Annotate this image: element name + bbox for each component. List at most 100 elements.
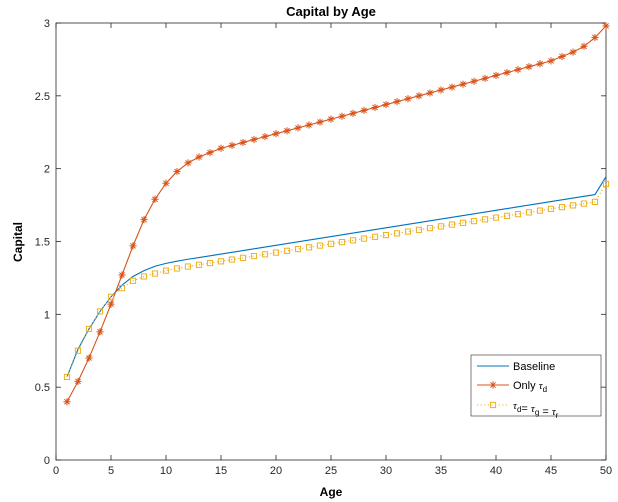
data-point-square [228, 256, 236, 263]
data-point-square [415, 226, 423, 233]
data-point-square [294, 245, 302, 253]
data-point-square [393, 230, 401, 237]
data-point-square [283, 247, 291, 254]
data-point-asterisk [489, 381, 497, 389]
data-point-asterisk [283, 127, 291, 135]
data-point-asterisk [591, 33, 599, 42]
legend: Baseline Only τd τd= τg = τr [470, 354, 602, 420]
legend-label-2: τd= τg = τr [513, 400, 559, 420]
data-point-asterisk [382, 100, 390, 109]
data-point-asterisk [206, 149, 214, 157]
data-point-square [371, 233, 379, 240]
data-point-square [569, 202, 577, 209]
x-tick-label: 25 [325, 465, 337, 477]
y-tick-label: 2.5 [35, 91, 50, 103]
x-tick-label: 0 [53, 465, 59, 477]
data-point-square [162, 267, 170, 274]
data-point-asterisk [63, 398, 71, 406]
data-point-asterisk [250, 135, 258, 144]
chart-title: Capital by Age [286, 4, 376, 19]
data-point-square [459, 219, 467, 226]
data-point-asterisk [503, 68, 511, 77]
data-point-square [118, 285, 126, 292]
data-point-square [272, 249, 280, 256]
y-tick-label: 1 [44, 309, 50, 321]
data-point-asterisk [360, 106, 368, 114]
data-point-square [558, 204, 566, 211]
data-point-square [481, 216, 489, 223]
data-point-asterisk [184, 159, 192, 167]
data-point-square [492, 214, 500, 221]
data-point-asterisk [74, 377, 82, 385]
y-tick-label: 1.5 [35, 237, 50, 249]
data-point-square [85, 325, 93, 332]
data-point-square [184, 263, 192, 270]
data-point-asterisk [404, 95, 412, 103]
data-point-asterisk [349, 109, 357, 117]
data-point-asterisk [140, 216, 148, 224]
data-point-asterisk [602, 22, 610, 30]
data-point-asterisk [338, 112, 346, 120]
data-point-square [489, 401, 497, 409]
data-point-asterisk [272, 130, 280, 138]
x-tick-label: 35 [435, 465, 447, 477]
data-point-square [382, 231, 390, 239]
data-point-asterisk [558, 52, 566, 61]
data-point-asterisk [514, 66, 522, 74]
data-point-asterisk [470, 77, 478, 85]
data-point-square [107, 293, 115, 300]
data-point-square [591, 198, 599, 205]
data-point-asterisk [580, 42, 588, 50]
data-point-asterisk [151, 195, 159, 203]
data-point-square [63, 373, 71, 381]
x-tick-label: 5 [108, 465, 114, 477]
y-axis-title: Capital [11, 222, 25, 262]
data-point-square [503, 212, 511, 219]
data-point-square [437, 223, 445, 230]
data-point-asterisk [162, 179, 170, 187]
data-point-asterisk [239, 138, 247, 147]
data-point-asterisk [294, 124, 302, 132]
x-tick-label: 20 [270, 465, 282, 477]
x-tick-label: 15 [215, 465, 227, 477]
data-point-square [349, 237, 357, 244]
x-axis-title: Age [320, 485, 343, 499]
data-point-asterisk [118, 271, 126, 279]
data-point-square [195, 261, 203, 268]
series-layer [63, 22, 610, 406]
data-point-asterisk [371, 103, 379, 112]
data-point-asterisk [426, 89, 434, 97]
series-markers-2 [63, 180, 610, 381]
data-point-square [305, 244, 313, 251]
series-line-2 [66, 183, 607, 378]
data-point-square [129, 277, 137, 284]
data-point-square [547, 205, 555, 212]
data-point-asterisk [96, 328, 104, 336]
data-point-square [206, 259, 214, 267]
data-point-asterisk [459, 80, 467, 88]
data-point-square [74, 347, 82, 354]
data-point-square [404, 228, 412, 235]
data-point-asterisk [448, 83, 456, 91]
data-point-square [261, 251, 269, 258]
data-point-square [316, 242, 324, 249]
data-point-square [514, 211, 522, 218]
data-point-asterisk [195, 153, 203, 161]
data-point-asterisk [261, 133, 269, 141]
data-point-asterisk [327, 115, 335, 123]
data-point-asterisk [415, 92, 423, 100]
data-point-square [602, 180, 610, 188]
data-point-square [327, 240, 335, 247]
legend-label-1: Only τd [513, 380, 547, 394]
data-point-square [239, 254, 247, 261]
data-point-asterisk [316, 118, 324, 126]
data-point-asterisk [492, 71, 500, 80]
x-tick-label: 10 [160, 465, 172, 477]
data-point-square [580, 200, 588, 207]
data-point-asterisk [569, 48, 577, 56]
data-point-asterisk [129, 242, 137, 250]
data-point-square [217, 258, 225, 265]
x-tick-label: 50 [600, 465, 612, 477]
data-point-square [360, 235, 368, 242]
series-markers-1 [63, 22, 610, 406]
